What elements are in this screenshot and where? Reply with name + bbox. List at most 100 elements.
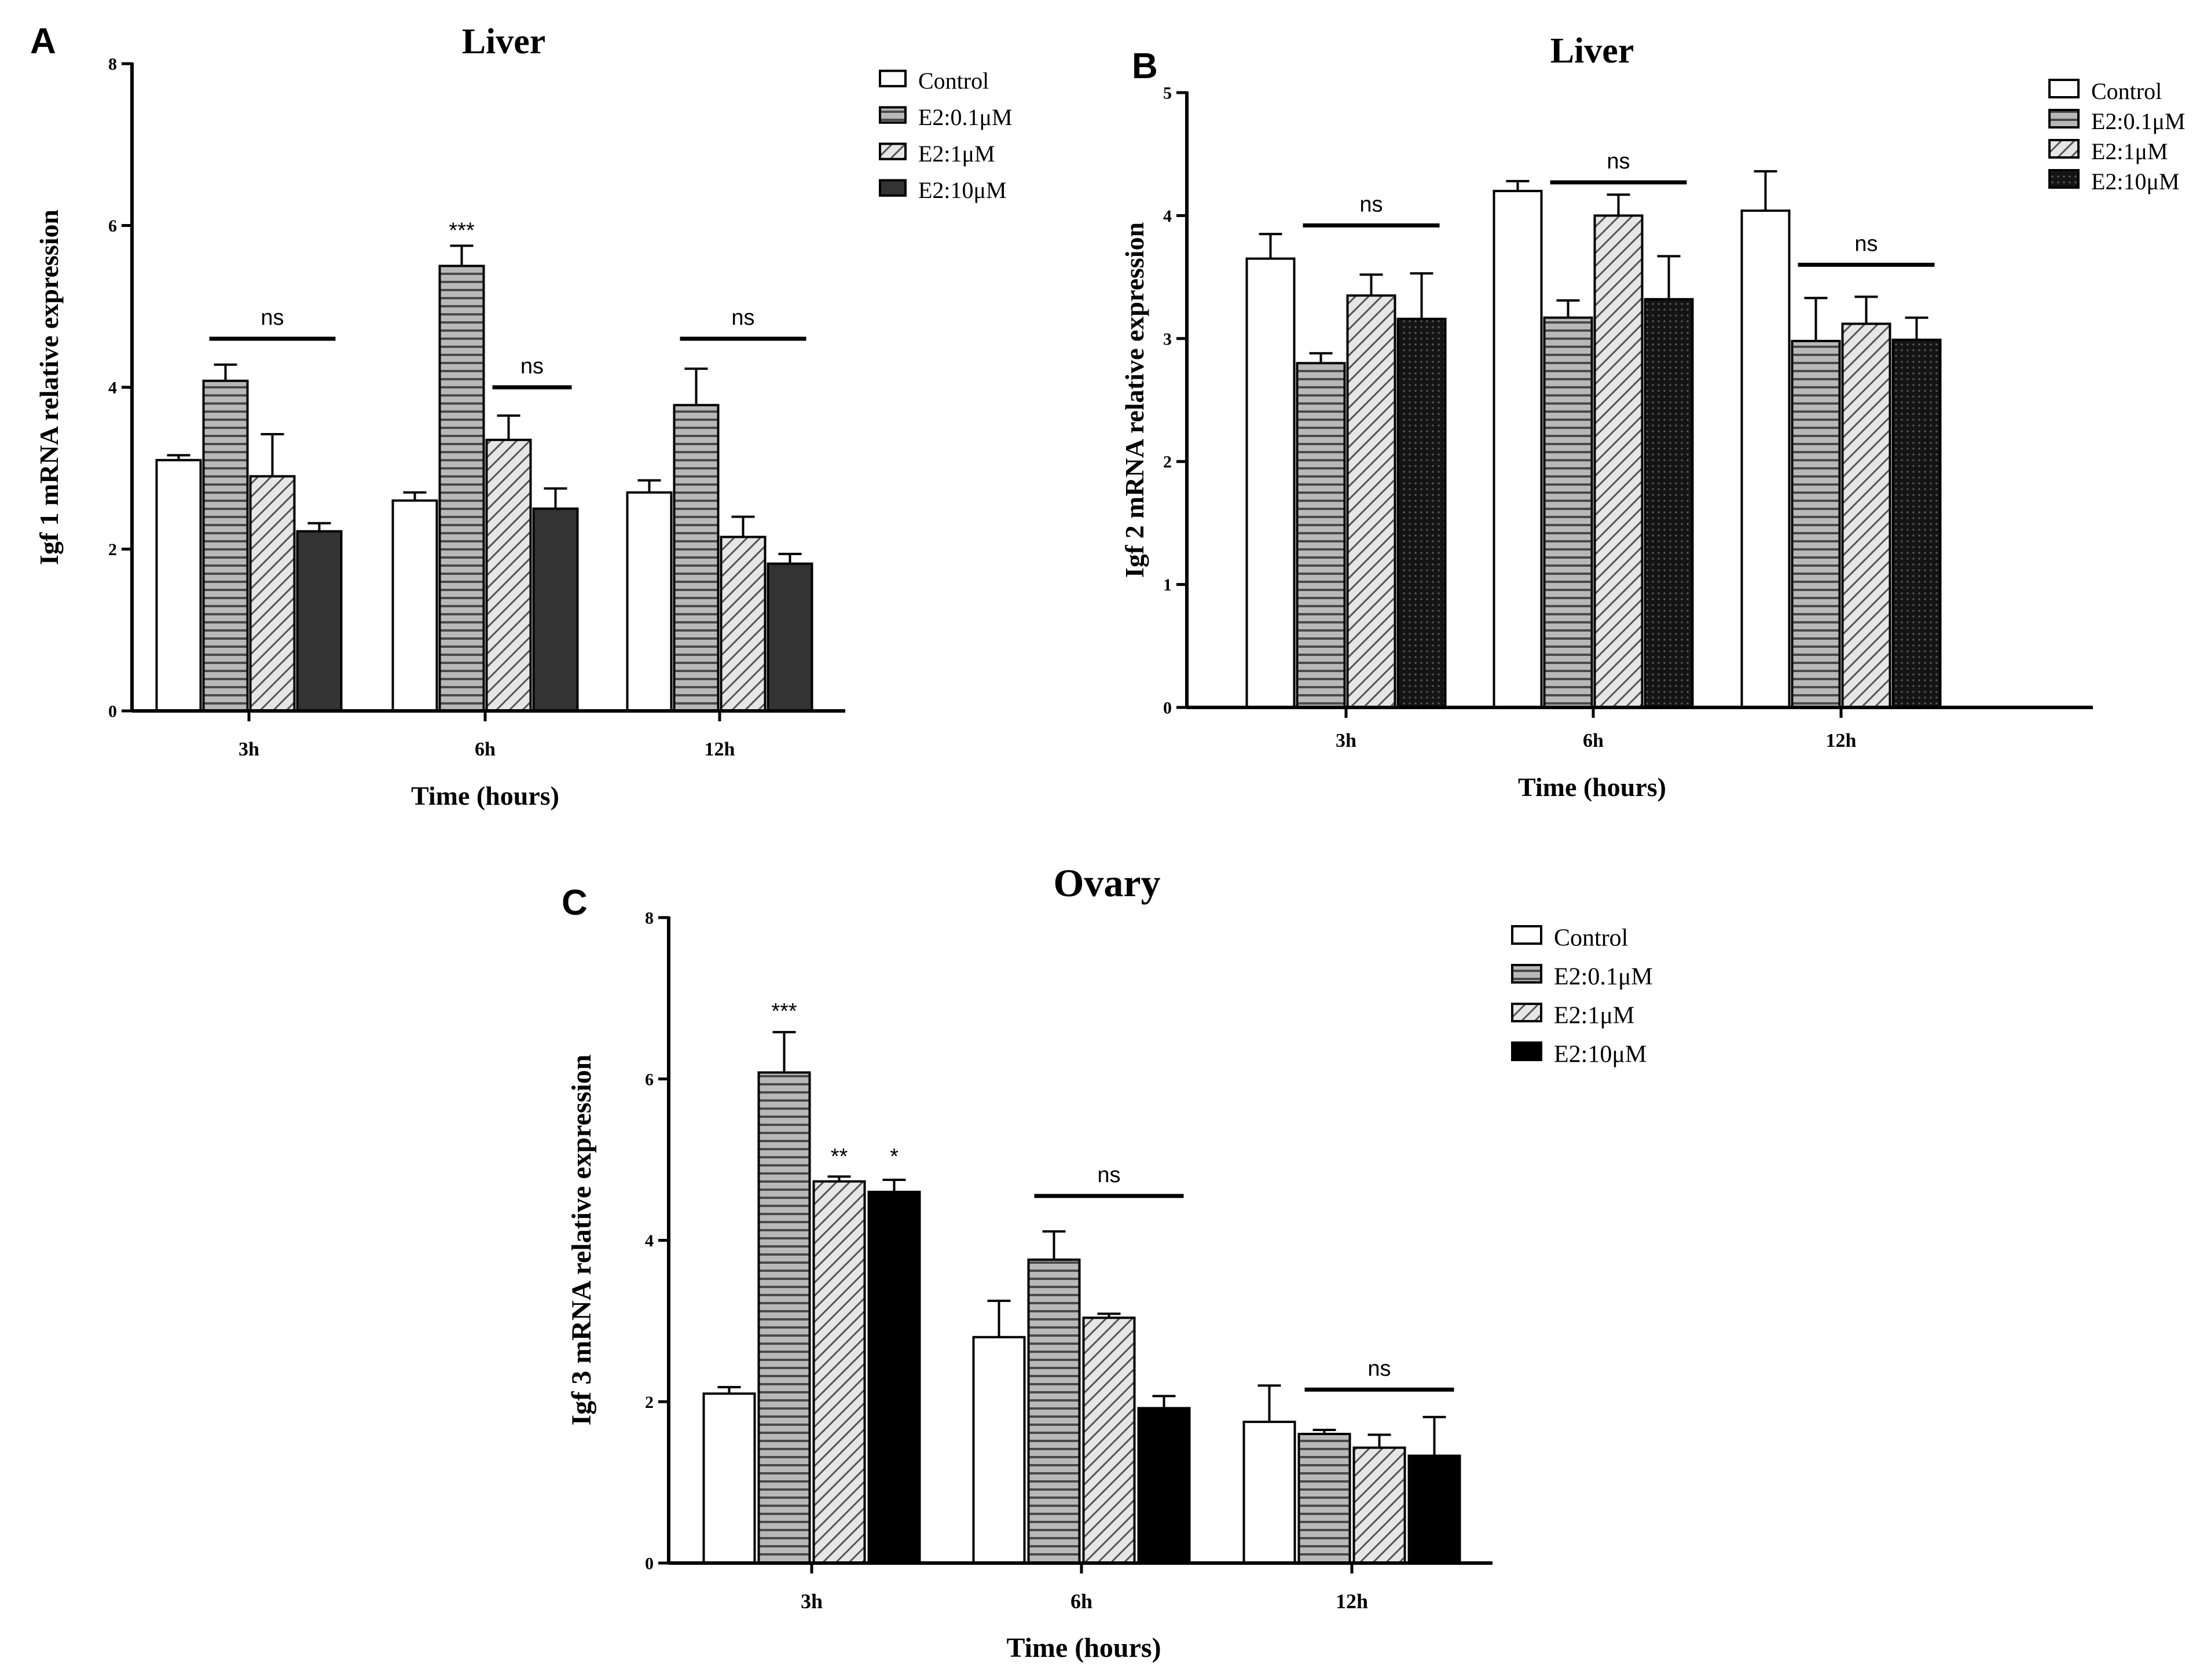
bar	[155, 458, 202, 713]
bar	[1296, 362, 1346, 709]
significance-label: ns	[1367, 1356, 1391, 1381]
panel-letter-b: B	[1132, 46, 1158, 86]
legend-label: Control	[918, 68, 989, 94]
bar	[1245, 257, 1296, 709]
significance-stars: ***	[449, 218, 475, 243]
y-tick-label: 0	[108, 702, 117, 721]
bar	[812, 1180, 866, 1564]
bar	[1593, 214, 1644, 709]
y-tick-label: 0	[1163, 699, 1172, 718]
legend-swatch	[1511, 964, 1542, 984]
y-tick-label: 4	[1163, 207, 1172, 226]
y-tick-label: 6	[108, 217, 117, 236]
significance-label: ns	[1854, 232, 1878, 256]
significance-label: ns	[520, 354, 544, 379]
legend-swatch	[2048, 139, 2080, 159]
bar	[1644, 298, 1694, 709]
bar	[720, 535, 767, 712]
legend-swatch	[1511, 1003, 1542, 1022]
legend-label: Control	[2091, 78, 2162, 104]
x-tick-label: 6h	[475, 739, 496, 760]
bar	[1297, 1433, 1351, 1564]
legend: Control E2:0.1μM E2:1μM E2:10μM	[2048, 78, 2186, 195]
y-tick-label: 1	[1163, 575, 1172, 595]
legend-label: E2:1μM	[2091, 138, 2168, 164]
legend-swatch	[879, 106, 907, 124]
x-tick-label: 12h	[1336, 1590, 1368, 1613]
x-axis-label: Time (hours)	[1006, 1633, 1161, 1663]
bar	[1543, 316, 1593, 709]
x-axis-label: Time (hours)	[411, 781, 559, 810]
bar	[1137, 1407, 1191, 1564]
legend-swatch	[879, 179, 907, 197]
bar	[626, 491, 673, 712]
bar	[438, 265, 485, 712]
bar	[867, 1190, 921, 1564]
chart-title: Ovary	[1053, 861, 1160, 905]
bar	[249, 475, 296, 712]
panel-letter-a: A	[30, 21, 56, 61]
bar	[1407, 1454, 1461, 1565]
bar	[673, 404, 720, 712]
bar	[1841, 322, 1891, 709]
legend-swatch	[1511, 925, 1542, 945]
legend-label: E2:1μM	[918, 141, 995, 167]
bar	[1082, 1316, 1136, 1565]
x-tick-label: 6h	[1070, 1590, 1092, 1613]
legend-label: Control	[1554, 925, 1628, 951]
chart-title: Liver	[1550, 31, 1634, 71]
y-tick-label: 4	[108, 379, 117, 398]
x-axis-label: Time (hours)	[1518, 772, 1666, 802]
bar	[1346, 294, 1396, 709]
chart-panel-a: Liver 0 2 4 6 8 3h 6h 12h Time (hours) Igf 1 mRNA …	[34, 22, 1013, 810]
x-tick-label: 12h	[705, 739, 735, 760]
bar	[767, 562, 813, 713]
chart-panel-b: Liver 0 1 2 3 4 5 3h 6h 12h Time (hours) Igf 2 mRNA…	[1120, 31, 2186, 802]
legend-label: E2:0.1μM	[918, 104, 1013, 130]
significance-stars: *	[890, 1145, 899, 1169]
legend-swatch	[879, 142, 907, 160]
legend-swatch	[2048, 79, 2080, 98]
x-tick-label: 3h	[239, 739, 259, 760]
y-tick-label: 0	[645, 1554, 654, 1573]
y-tick-label: 2	[645, 1393, 654, 1412]
significance-label: ns	[1607, 149, 1630, 174]
bar	[972, 1336, 1026, 1564]
bar	[1352, 1446, 1406, 1565]
bar	[202, 379, 249, 712]
y-axis-label: Igf 1 mRNA relative expression	[34, 210, 64, 565]
y-tick-label: 4	[645, 1231, 654, 1250]
bar	[391, 499, 438, 713]
bar	[757, 1071, 811, 1564]
y-tick-label: 3	[1163, 329, 1172, 349]
significance-label: ns	[731, 306, 754, 330]
legend-label: E2:0.1μM	[1554, 963, 1653, 990]
legend-swatch	[2048, 109, 2080, 129]
bar	[1493, 189, 1543, 709]
significance-label: ns	[261, 306, 284, 330]
y-tick-label: 2	[108, 540, 117, 559]
legend-label: E2:0.1μM	[2091, 108, 2186, 134]
y-tick-label: 5	[1163, 84, 1172, 103]
legend-swatch	[2048, 169, 2080, 189]
bar	[1891, 338, 1942, 709]
bar	[1027, 1258, 1081, 1564]
bar	[1740, 209, 1791, 709]
bar	[485, 438, 532, 713]
bar	[702, 1392, 756, 1564]
bar	[1791, 340, 1841, 709]
y-tick-label: 2	[1163, 453, 1172, 472]
bar	[532, 507, 579, 712]
y-axis-label: Igf 2 mRNA relative expression	[1120, 222, 1149, 578]
significance-stars: ***	[771, 999, 797, 1024]
legend-label: E2:10μM	[1554, 1041, 1647, 1068]
bar	[1396, 317, 1447, 709]
legend-swatch	[879, 69, 907, 87]
x-tick-label: 3h	[801, 1590, 823, 1613]
y-tick-label: 8	[645, 909, 654, 928]
legend-label: E2:10μM	[918, 177, 1007, 203]
bar	[296, 530, 343, 712]
legend-swatch	[1511, 1041, 1542, 1061]
y-axis-label: Igf 3 mRNA relative expression	[566, 1055, 597, 1426]
